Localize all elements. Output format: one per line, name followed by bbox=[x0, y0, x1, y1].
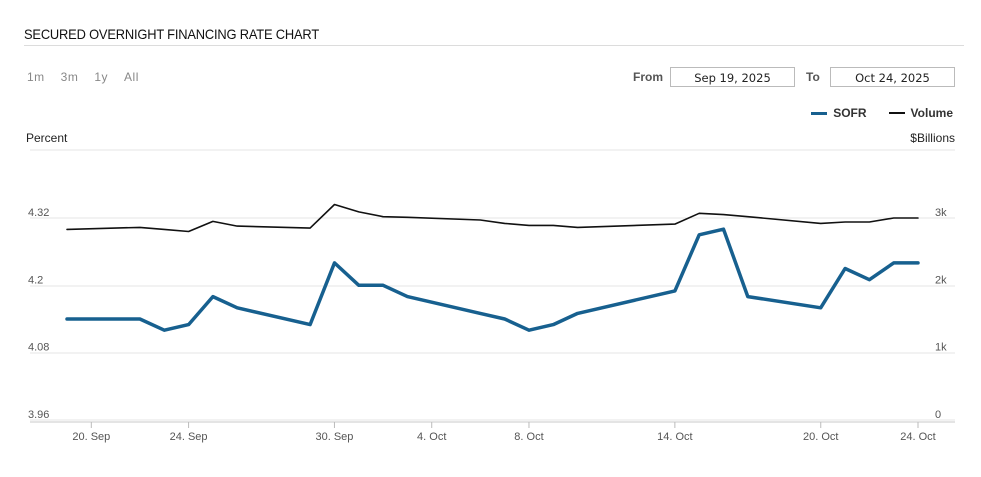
range-button-3m[interactable]: 3m bbox=[60, 70, 79, 84]
left-axis-title: Percent bbox=[26, 131, 68, 145]
x-axis-tick-label: 4. Oct bbox=[417, 431, 446, 443]
range-button-1m[interactable]: 1m bbox=[27, 70, 45, 84]
right-axis-tick-label: 3k bbox=[935, 207, 947, 219]
range-button-all[interactable]: All bbox=[124, 70, 139, 84]
to-label: To bbox=[806, 70, 820, 84]
title-divider bbox=[24, 45, 964, 46]
to-date-input[interactable]: Oct 24, 2025 bbox=[830, 67, 955, 87]
legend-swatch-volume bbox=[888, 112, 905, 114]
x-axis-tick-label: 30. Sep bbox=[315, 431, 353, 443]
right-axis-tick-label: 1k bbox=[935, 342, 947, 354]
left-axis-tick-label: 4.2 bbox=[28, 274, 43, 286]
x-axis-tick-label: 14. Oct bbox=[657, 431, 692, 443]
chart-legend: SOFR Volume bbox=[789, 106, 953, 120]
right-axis-tick-label: 0 bbox=[935, 409, 941, 421]
series-line-volume bbox=[66, 203, 919, 233]
left-axis-tick-label: 3.96 bbox=[28, 409, 49, 421]
x-axis-tick-label: 24. Sep bbox=[170, 431, 208, 443]
x-axis-tick-label: 20. Oct bbox=[803, 431, 838, 443]
x-axis-tick-label: 20. Sep bbox=[72, 431, 110, 443]
legend-swatch-sofr bbox=[811, 111, 828, 115]
x-axis-tick-label: 8. Oct bbox=[514, 431, 543, 443]
range-button-1y[interactable]: 1y bbox=[94, 70, 109, 84]
series-line-sofr bbox=[65, 227, 920, 332]
left-axis-tick-label: 4.32 bbox=[28, 207, 49, 219]
range-selector: 1m 3m 1y All bbox=[27, 70, 155, 84]
legend-label-volume: Volume bbox=[910, 106, 953, 120]
legend-item-sofr[interactable]: SOFR bbox=[811, 106, 867, 120]
from-label: From bbox=[633, 70, 663, 84]
right-axis-tick-label: 2k bbox=[935, 274, 947, 286]
x-axis-tick-label: 24. Oct bbox=[900, 431, 935, 443]
from-date-input[interactable]: Sep 19, 2025 bbox=[670, 67, 795, 87]
chart-title: SECURED OVERNIGHT FINANCING RATE CHART bbox=[24, 26, 320, 42]
right-axis-title: $Billions bbox=[910, 131, 955, 145]
left-axis-tick-label: 4.08 bbox=[28, 342, 49, 354]
legend-label-sofr: SOFR bbox=[833, 106, 867, 120]
legend-item-volume[interactable]: Volume bbox=[888, 106, 953, 120]
